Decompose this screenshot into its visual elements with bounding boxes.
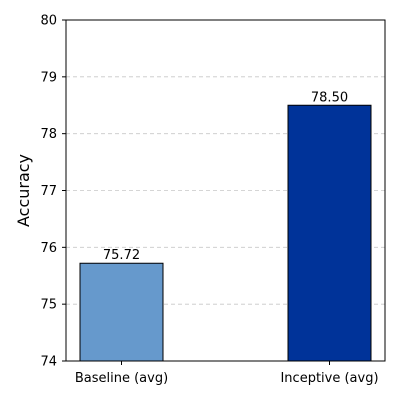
bar-value-label: 78.50: [311, 90, 348, 105]
y-tick-label: 76: [40, 241, 57, 256]
y-axis-label: Accuracy: [14, 154, 33, 227]
y-tick-label: 74: [40, 355, 57, 370]
y-tick-label: 80: [40, 14, 57, 29]
x-tick-label: Inceptive (avg): [280, 371, 378, 386]
y-tick-label: 79: [40, 70, 57, 85]
y-tick-label: 75: [40, 298, 57, 313]
bar-value-label: 75.72: [103, 248, 140, 263]
y-tick-label: 77: [40, 184, 57, 199]
y-tick-label: 78: [40, 127, 57, 142]
x-tick-label: Baseline (avg): [75, 371, 168, 386]
bars: [79, 104, 372, 362]
y-axis-ticks: 74 75 76 77 78 79 80: [40, 14, 66, 370]
x-axis-ticks: Baseline (avg) Inceptive (avg): [75, 361, 379, 386]
bar: [287, 104, 372, 362]
data-labels: 75.72 78.50: [103, 90, 348, 263]
bar: [79, 262, 164, 362]
